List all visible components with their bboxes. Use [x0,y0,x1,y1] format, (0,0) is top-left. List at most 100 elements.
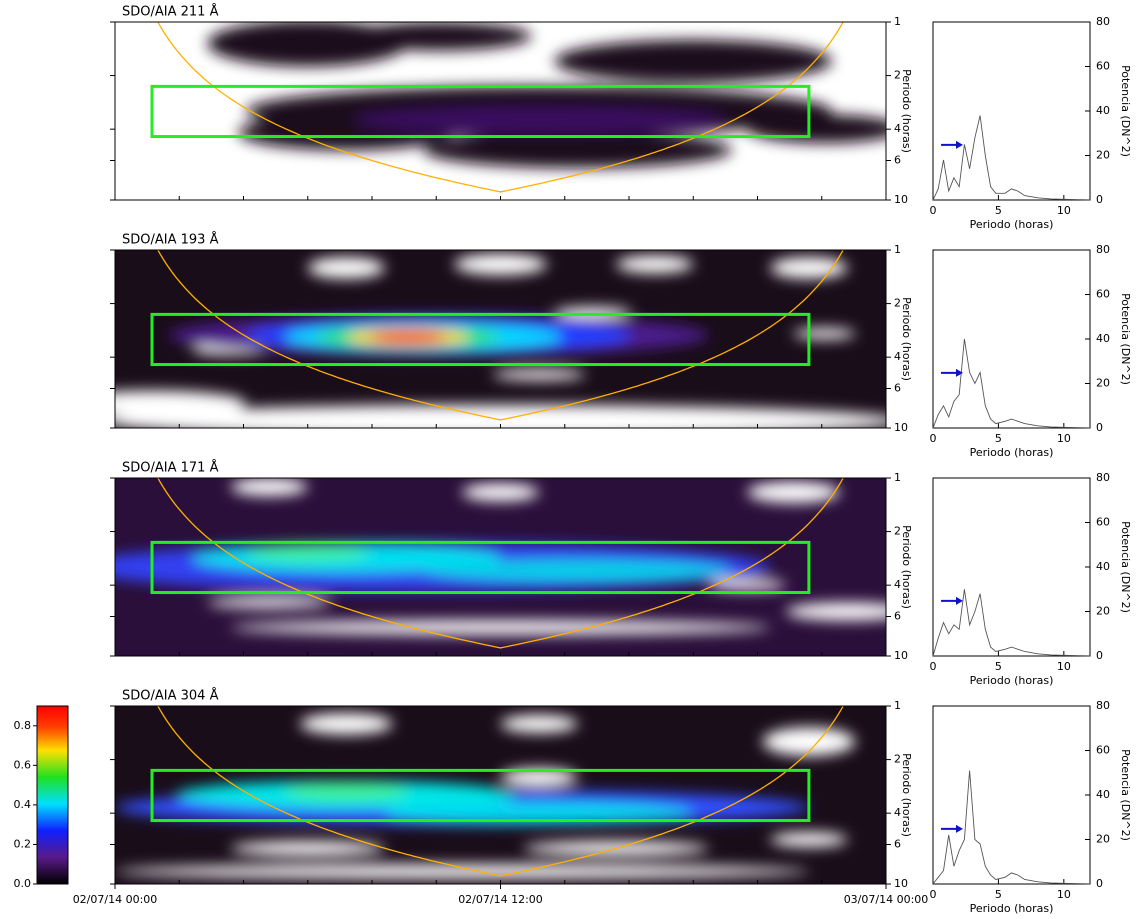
y-axis-label: Potencia (DN^2) [1119,521,1132,613]
y-tick-label: 60 [1096,60,1110,73]
power-region [423,559,732,582]
power-region [207,597,331,608]
power-region [230,841,385,856]
power-region [616,255,694,274]
power-region [454,253,547,275]
power-region [115,390,247,416]
y-tick-label: 40 [1096,788,1110,801]
y-tick-label: 10 [894,877,908,890]
x-tick-label: 0 [930,204,937,217]
power-region [461,483,540,502]
y-axis-label: Potencia (DN^2) [1119,293,1132,385]
selection-box [150,84,811,139]
blobs [115,478,886,635]
y-tick-label: 0.8 [14,719,32,732]
power-region [747,481,840,503]
x-tick-label: 10 [1057,660,1071,673]
y-tick-label: 0.4 [14,798,32,811]
power-region [423,132,732,168]
power-region [554,306,632,318]
x-tick-label: 02/07/14 12:00 [458,893,543,906]
cone-of-influence [157,250,844,421]
y-tick-label: 1 [894,471,901,484]
blobs [115,713,856,879]
y-tick-label: 60 [1096,288,1110,301]
arrow-head [956,140,963,149]
y-tick-label: 4 [894,806,901,819]
y-tick-label: 6 [894,838,901,851]
x-axis-label: Periodo (horas) [970,218,1054,231]
power-line [932,115,1091,201]
y-tick-label: 0 [1096,877,1103,890]
y-tick-label: 80 [1096,471,1110,484]
power-region [354,107,725,133]
power-region [115,404,886,428]
frame [932,249,1091,429]
y-tick-label: 0 [1096,421,1103,434]
power-region [770,832,848,847]
y-tick-label: 1 [894,699,901,712]
y-axis-label: Periodo (horas) [900,753,913,837]
power-region [785,602,886,621]
y-tick-label: 60 [1096,516,1110,529]
power-region [246,543,370,562]
x-axis-label: Periodo (horas) [970,674,1054,687]
power-region [307,257,385,279]
power-region [793,328,856,339]
y-tick-label: 2 [894,525,901,538]
y-axis-label: Potencia (DN^2) [1119,749,1132,841]
x-axis-label: Periodo (horas) [970,446,1054,459]
frame [932,21,1091,201]
y-tick-label: 4 [894,578,901,591]
selection-box [150,768,811,823]
y-tick-label: 1 [894,15,901,28]
x-tick-label: 5 [995,888,1002,901]
power-region [554,39,833,83]
power-region [384,802,694,824]
x-tick-label: 03/07/14 00:00 [844,893,929,906]
x-tick-label: 10 [1057,204,1071,217]
power-region [284,782,408,801]
y-tick-label: 40 [1096,332,1110,345]
selection-box [150,540,811,595]
panel-title: SDO/AIA 304 Å [122,688,219,704]
x-tick-label: 5 [995,204,1002,217]
y-tick-label: 2 [894,69,901,82]
spectrum-image [115,250,886,428]
power-region [770,257,848,279]
panel-title: SDO/AIA 193 Å [122,232,219,248]
y-tick-label: 80 [1096,699,1110,712]
cone-of-influence [157,22,844,193]
y-tick-label: 60 [1096,744,1110,757]
y-tick-label: 10 [894,649,908,662]
y-tick-label: 4 [894,350,901,363]
arrow-head [956,596,963,605]
y-axis-label: Periodo (horas) [900,297,913,381]
power-line [932,589,1091,657]
power-line [932,338,1091,429]
blobs [207,22,886,168]
y-tick-label: 0.6 [14,758,32,771]
y-axis-label: Periodo (horas) [900,69,913,153]
x-tick-label: 0 [930,432,937,445]
spectrum-image [115,22,886,200]
power-region [300,713,393,735]
y-tick-label: 20 [1096,377,1110,390]
panel-title: SDO/AIA 211 Å [122,4,219,20]
y-tick-label: 40 [1096,104,1110,117]
y-tick-label: 0 [1096,193,1103,206]
power-line [932,770,1091,885]
panel-title: SDO/AIA 171 Å [122,460,219,476]
x-tick-label: 0 [930,660,937,673]
x-tick-label: 5 [995,432,1002,445]
y-tick-label: 1 [894,243,901,256]
power-region [346,22,532,51]
arrow-head [956,368,963,377]
y-tick-label: 6 [894,610,901,623]
y-tick-label: 80 [1096,243,1110,256]
y-tick-label: 0.0 [14,877,32,890]
y-tick-label: 6 [894,154,901,167]
y-axis-label: Periodo (horas) [900,525,913,609]
power-region [762,727,856,756]
